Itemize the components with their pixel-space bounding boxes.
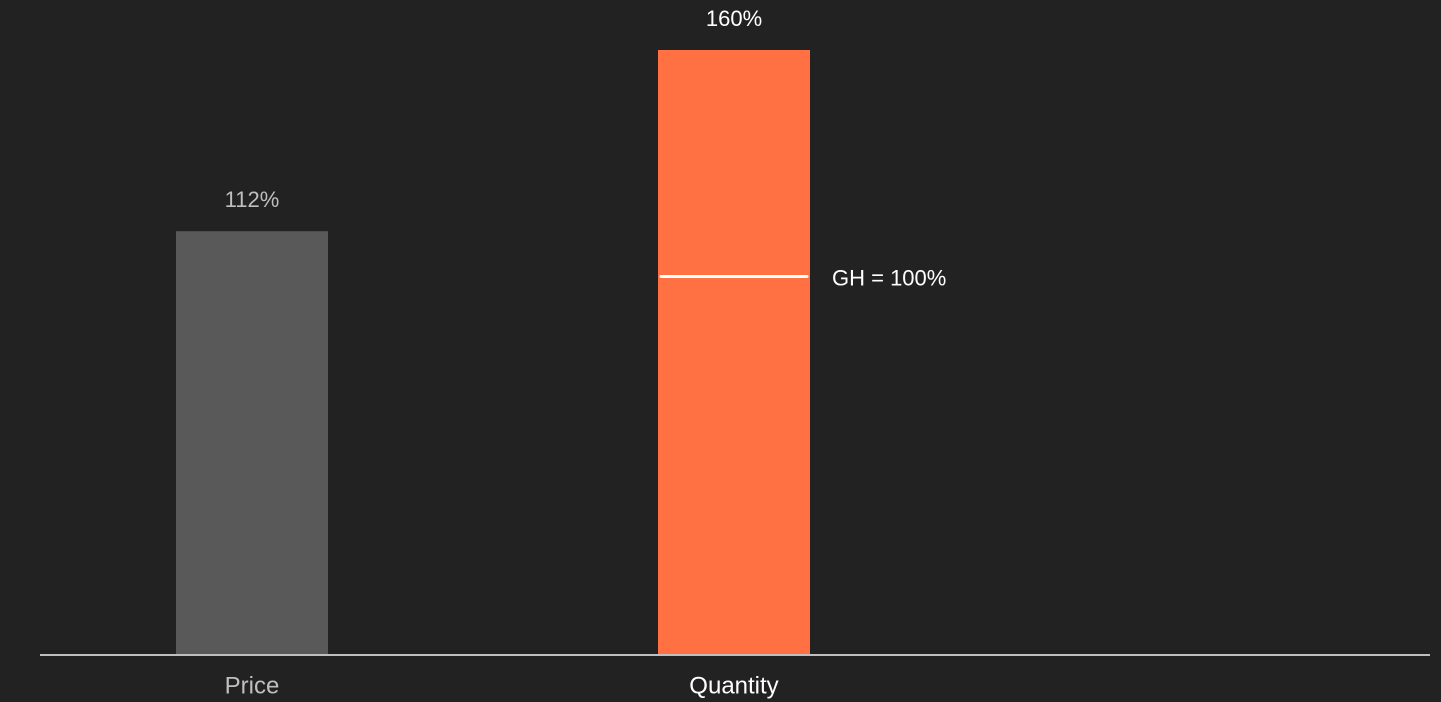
bar [658, 50, 810, 654]
bar [176, 231, 328, 654]
x-tick-label: Price [225, 672, 280, 699]
x-tick-label: Quantity [689, 672, 778, 699]
value-label: 112% [225, 187, 280, 212]
annotation: GH = 100% [832, 265, 946, 290]
value-label: 160% [706, 6, 762, 31]
